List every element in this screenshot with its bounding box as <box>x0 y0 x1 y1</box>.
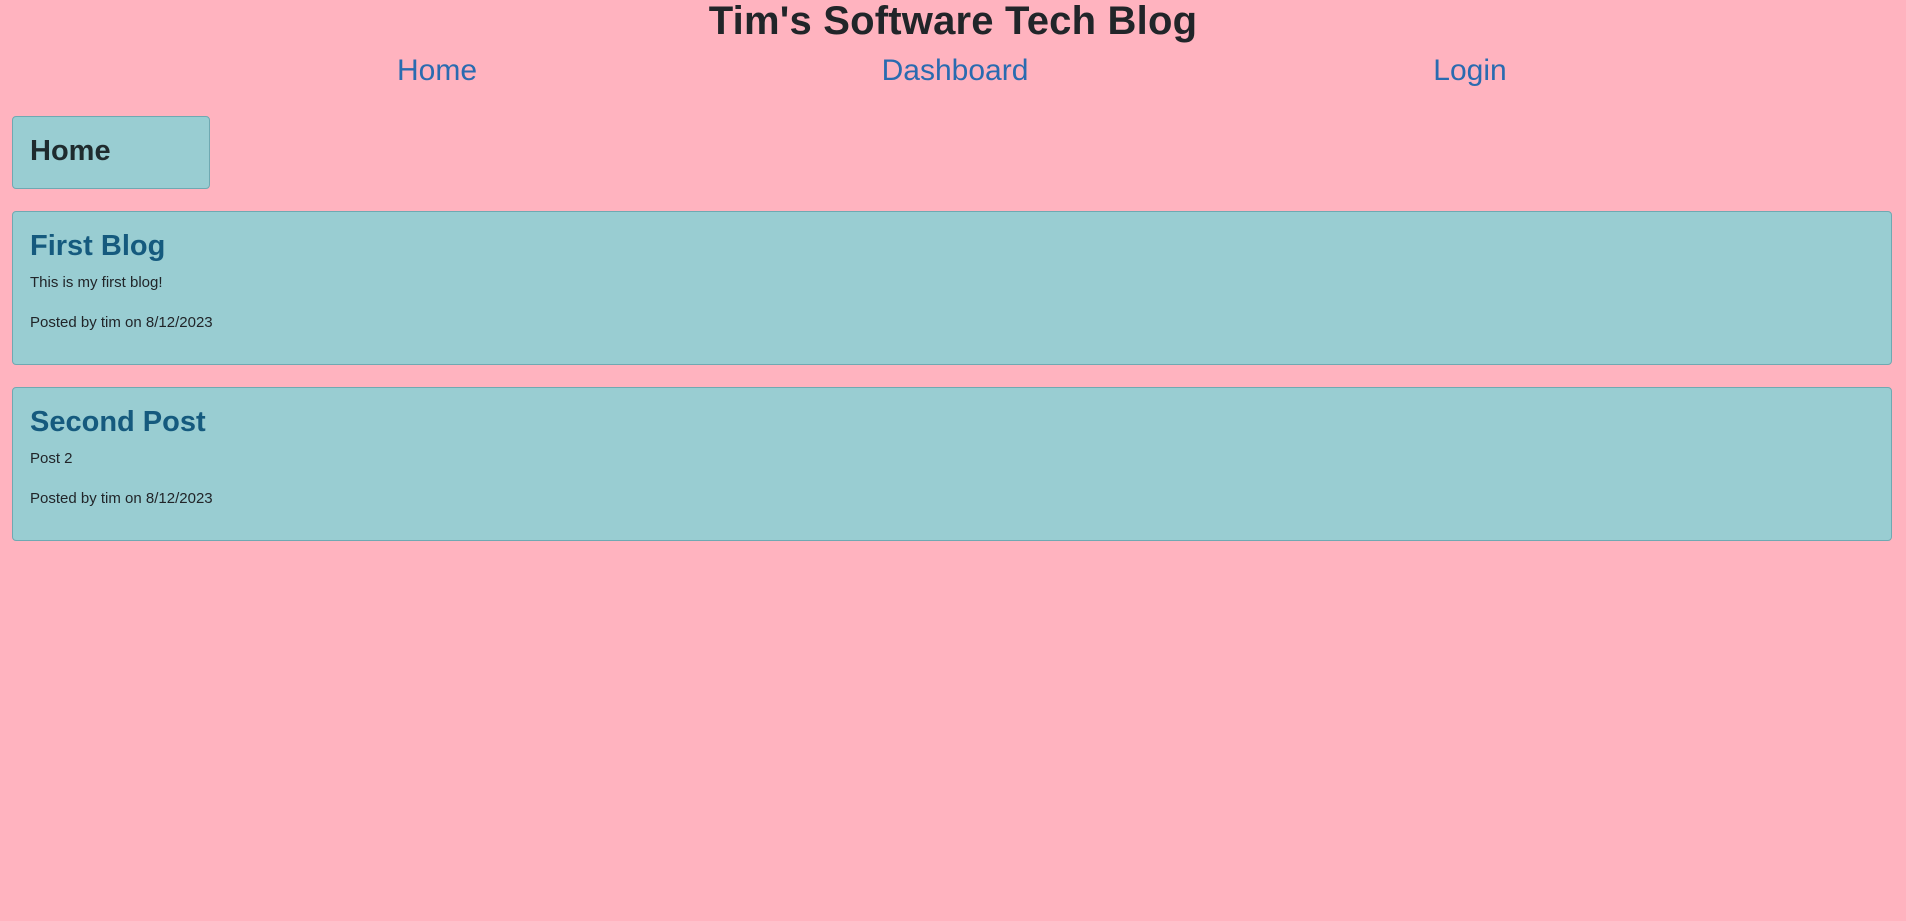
main-nav: Home Dashboard Login <box>0 46 1906 86</box>
post-title[interactable]: First Blog <box>30 230 166 262</box>
post-card[interactable]: First Blog This is my first blog! Posted… <box>12 211 1892 365</box>
post-title[interactable]: Second Post <box>30 406 206 438</box>
post-card[interactable]: Second Post Post 2 Posted by tim on 8/12… <box>12 387 1892 541</box>
post-meta: Posted by tim on 8/12/2023 <box>30 490 213 507</box>
page-title-card: Home <box>12 116 210 189</box>
nav-link-login[interactable]: Login <box>1433 54 1507 87</box>
site-title: Tim's Software Tech Blog <box>708 0 1198 43</box>
post-body: This is my first blog! <box>30 274 163 291</box>
page-title: Home <box>30 135 111 167</box>
site-header: Tim's Software Tech Blog <box>0 0 1906 46</box>
post-meta: Posted by tim on 8/12/2023 <box>30 314 213 331</box>
nav-link-home[interactable]: Home <box>396 54 478 87</box>
nav-link-dashboard[interactable]: Dashboard <box>881 54 1029 87</box>
post-body: Post 2 <box>30 450 73 467</box>
